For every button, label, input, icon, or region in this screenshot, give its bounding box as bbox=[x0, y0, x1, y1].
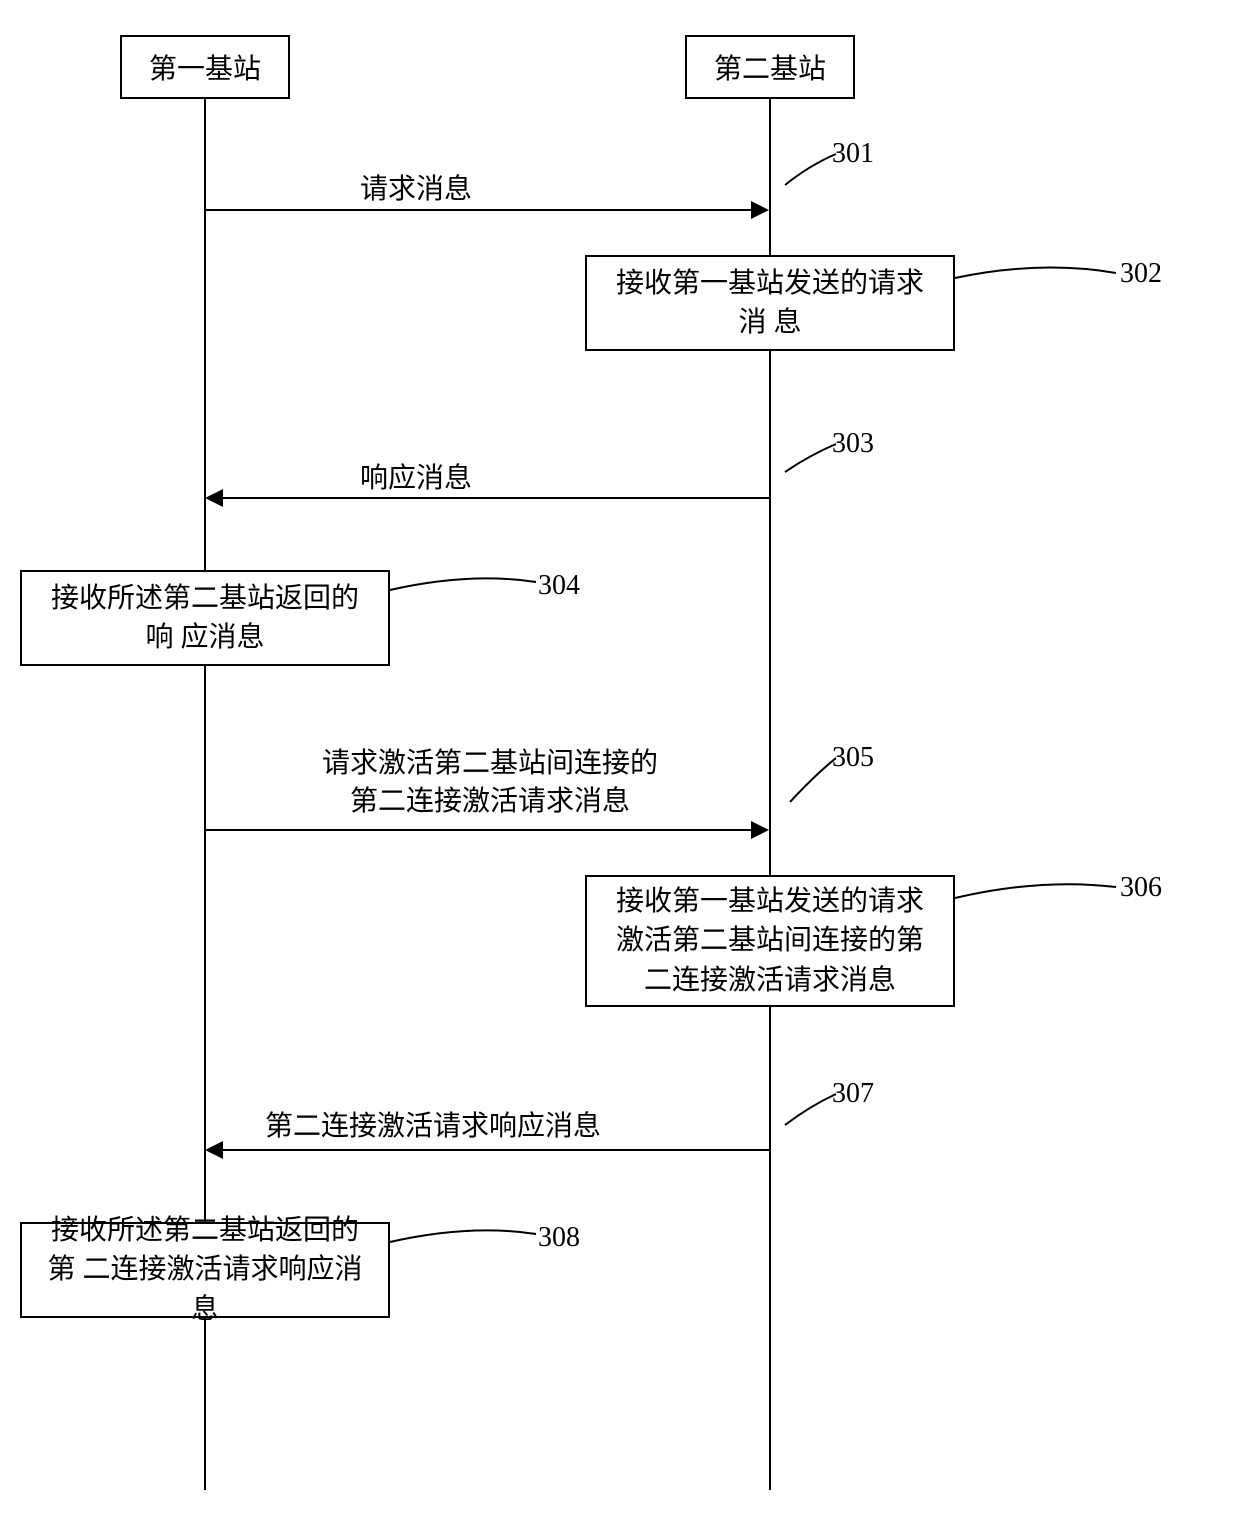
arrow-305 bbox=[205, 820, 769, 840]
process-308-text: 接收所述第二基站返回的第 二连接激活请求响应消息 bbox=[38, 1211, 372, 1329]
step-304: 304 bbox=[538, 570, 580, 602]
process-302-text: 接收第一基站发送的请求消 息 bbox=[603, 264, 937, 342]
step-307: 307 bbox=[832, 1078, 874, 1110]
process-304-text: 接收所述第二基站返回的响 应消息 bbox=[38, 579, 372, 657]
participant-first-base-station: 第一基站 bbox=[120, 35, 290, 99]
process-304: 接收所述第二基站返回的响 应消息 bbox=[20, 570, 390, 666]
process-306-text: 接收第一基站发送的请求 激活第二基站间连接的第 二连接激活请求消息 bbox=[603, 882, 937, 1000]
process-306: 接收第一基站发送的请求 激活第二基站间连接的第 二连接激活请求消息 bbox=[585, 875, 955, 1007]
arrow-307 bbox=[205, 1140, 769, 1160]
step-308: 308 bbox=[538, 1222, 580, 1254]
msg-305-label: 请求激活第二基站间连接的 第二连接激活请求消息 bbox=[280, 745, 700, 821]
process-308: 接收所述第二基站返回的第 二连接激活请求响应消息 bbox=[20, 1222, 390, 1318]
sequence-diagram: 第一基站 第二基站 请求消息 接收第一基站发送的请求消 息 响应消息 接收所述第… bbox=[0, 0, 1240, 1526]
step-301: 301 bbox=[832, 138, 874, 170]
participant-second-base-station: 第二基站 bbox=[685, 35, 855, 99]
arrow-303 bbox=[205, 488, 769, 508]
step-302: 302 bbox=[1120, 258, 1162, 290]
arrow-301 bbox=[205, 200, 769, 220]
participant-second-label: 第二基站 bbox=[714, 47, 826, 87]
participant-first-label: 第一基站 bbox=[149, 47, 261, 87]
step-303: 303 bbox=[832, 428, 874, 460]
step-306: 306 bbox=[1120, 872, 1162, 904]
step-305: 305 bbox=[832, 742, 874, 774]
process-302: 接收第一基站发送的请求消 息 bbox=[585, 255, 955, 351]
